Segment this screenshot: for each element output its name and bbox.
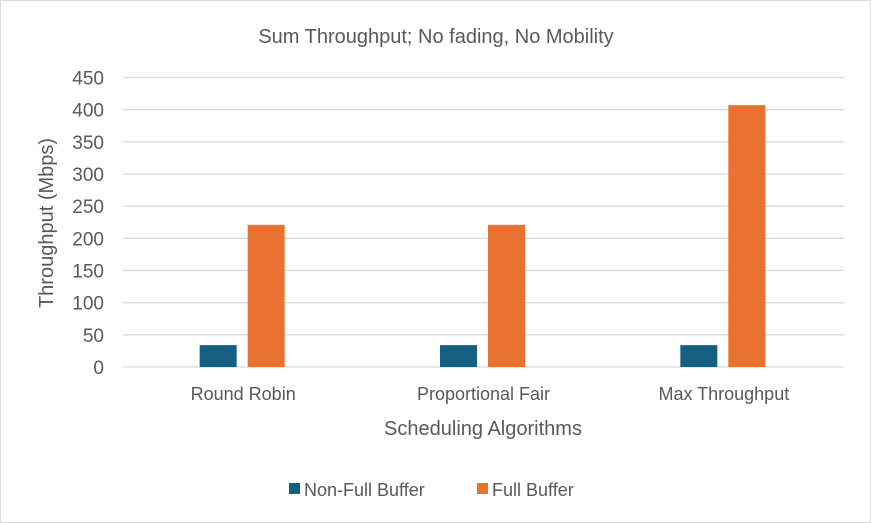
y-tick-label: 150 bbox=[72, 262, 104, 283]
bar-full-buffer bbox=[728, 105, 766, 367]
y-tick-label: 250 bbox=[72, 197, 104, 218]
bar-non-full-buffer bbox=[440, 345, 477, 367]
bar-non-full-buffer bbox=[199, 345, 237, 367]
bar-full-buffer bbox=[488, 224, 525, 367]
bar-non-full-buffer bbox=[680, 345, 718, 367]
legend-swatch bbox=[289, 483, 300, 494]
y-tick-label: 400 bbox=[72, 101, 104, 122]
y-axis-label: Throughput (Mbps) bbox=[36, 138, 58, 308]
y-tick-label: 100 bbox=[72, 294, 104, 315]
bar-full-buffer bbox=[247, 224, 285, 367]
y-tick-label: 450 bbox=[72, 69, 104, 90]
legend-label: Full Buffer bbox=[492, 480, 574, 500]
legend-label: Non-Full Buffer bbox=[304, 480, 425, 500]
legend-swatch bbox=[477, 483, 488, 494]
y-tick-label: 350 bbox=[72, 133, 104, 154]
x-tick-label: Proportional Fair bbox=[417, 384, 550, 404]
y-tick-label: 300 bbox=[72, 165, 104, 186]
x-tick-label: Round Robin bbox=[191, 384, 296, 404]
chart-title: Sum Throughput; No fading, No Mobility bbox=[258, 26, 613, 48]
y-tick-label: 0 bbox=[93, 358, 104, 379]
x-tick-label: Max Throughput bbox=[658, 384, 789, 404]
y-tick-label: 50 bbox=[83, 326, 104, 347]
x-axis-label: Scheduling Algorithms bbox=[384, 418, 582, 440]
y-tick-label: 200 bbox=[72, 229, 104, 250]
